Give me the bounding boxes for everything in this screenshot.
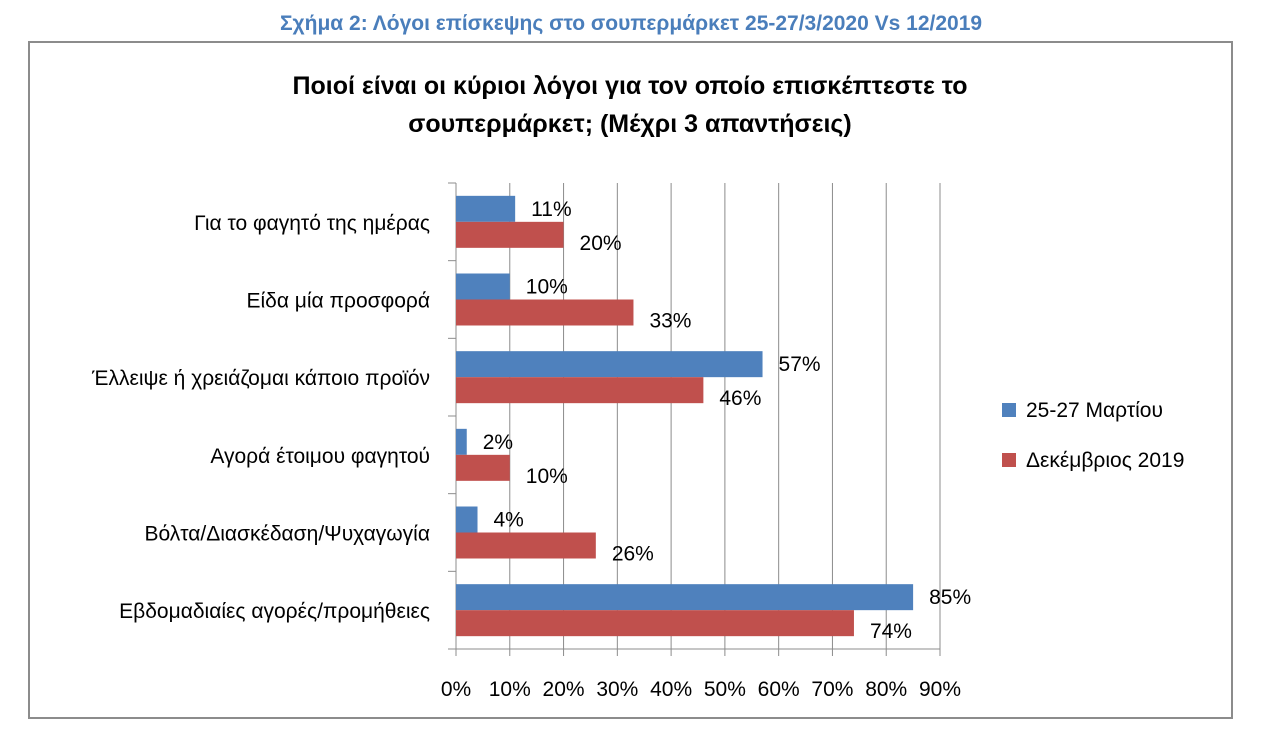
bar-1 <box>456 506 478 533</box>
data-label: 2% <box>483 431 513 454</box>
x-tick-label: 70% <box>811 678 853 701</box>
data-label: 20% <box>580 232 622 255</box>
category-labels: Για το φαγητό της ημέρας Είδα μία προσφορ… <box>91 212 430 623</box>
data-label: 4% <box>494 509 524 532</box>
chart-frame: Ποιοί είναι οι κύριοι λόγοι για τον οποί… <box>28 41 1233 719</box>
data-label: 57% <box>779 353 821 376</box>
x-tick-label: 10% <box>489 678 531 701</box>
bar-1 <box>456 195 516 222</box>
bar-2 <box>456 532 596 559</box>
category-label: Είδα μία προσφορά <box>246 290 430 313</box>
figure-caption: Σχήμα 2: Λόγοι επίσκεψης στο σουπερμάρκε… <box>279 12 983 35</box>
category-label: Για το φαγητό της ημέρας <box>194 212 430 235</box>
bar-2 <box>456 377 704 404</box>
x-tick-label: 30% <box>596 678 638 701</box>
chart-title-line: Ποιοί είναι οι κύριοι λόγοι για τον οποί… <box>292 72 967 100</box>
x-tick-label: 60% <box>758 678 800 701</box>
bar-2 <box>456 454 510 481</box>
bar-1 <box>456 273 510 300</box>
x-tick-label: 40% <box>650 678 692 701</box>
legend-swatch-2 <box>1002 453 1016 467</box>
legend-swatch-1 <box>1002 403 1016 417</box>
category-label: Εβδομαδιαίες αγορές/προμήθειες <box>119 600 430 623</box>
x-tick-label: 50% <box>704 678 746 701</box>
data-label: 46% <box>719 387 761 410</box>
data-label: 85% <box>929 586 971 609</box>
x-tick-label: 20% <box>543 678 585 701</box>
bar-2 <box>456 610 854 637</box>
data-label: 26% <box>612 543 654 566</box>
legend-label: Δεκέμβριος 2019 <box>1026 449 1184 472</box>
gridlines <box>448 182 941 656</box>
category-label: Έλλειψε ή χρειάζομαι κάποιο προϊόν <box>91 367 430 390</box>
x-tick-label: 0% <box>441 678 471 701</box>
data-label: 74% <box>870 620 912 643</box>
data-labels: 11% 10% 57% 2% 4% 85% 20% 33% 46% 10% 26% 74% <box>483 198 971 643</box>
bar-2 <box>456 221 564 248</box>
legend: 25-27 Μαρτίου Δεκέμβριος 2019 <box>1002 399 1184 472</box>
x-tick-label: 80% <box>865 678 907 701</box>
chart-title: Ποιοί είναι οι κύριοι λόγοι για τον οποί… <box>292 72 967 138</box>
chart-title-line: σουπερμάρκετ; (Μέχρι 3 απαντήσεις) <box>408 110 852 138</box>
data-label: 33% <box>649 310 691 333</box>
legend-label: 25-27 Μαρτίου <box>1026 399 1163 422</box>
x-tick-label: 90% <box>919 678 961 701</box>
data-label: 11% <box>531 198 571 221</box>
bar-1 <box>456 428 467 455</box>
data-label: 10% <box>526 465 568 488</box>
bar-1 <box>456 351 763 378</box>
bar-1 <box>456 584 914 611</box>
data-label: 10% <box>526 276 568 299</box>
category-label: Αγορά έτοιμου φαγητού <box>210 445 430 468</box>
x-axis-ticks: 0% 10% 20% 30% 40% 50% 60% 70% 80% 90% <box>441 678 961 701</box>
category-label: Βόλτα/Διασκέδαση/Ψυχαγωγία <box>144 523 430 546</box>
bars <box>456 195 914 637</box>
bar-2 <box>456 299 634 326</box>
bar-chart: Ποιοί είναι οι κύριοι λόγοι για τον οποί… <box>91 72 1184 701</box>
